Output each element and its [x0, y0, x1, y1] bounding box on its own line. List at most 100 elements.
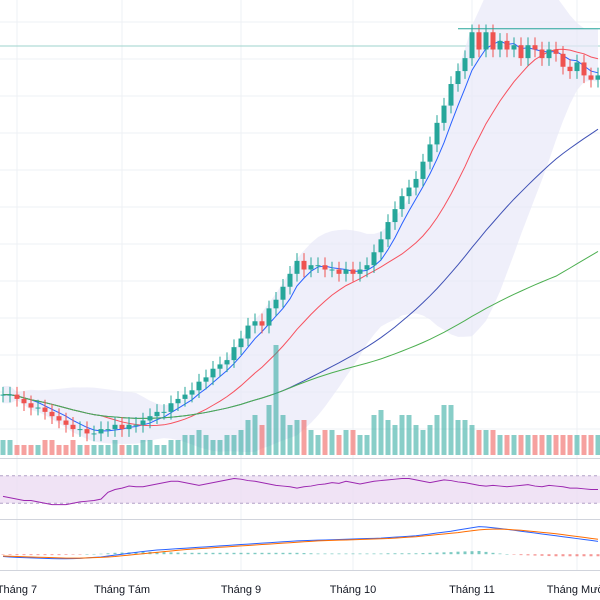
- candle-body: [14, 394, 20, 399]
- candle-body: [147, 416, 153, 421]
- candle-body: [196, 381, 202, 391]
- candle-body: [84, 429, 90, 434]
- volume-bar: [343, 430, 349, 455]
- candle-body: [350, 269, 356, 274]
- macd-histogram-bar: [197, 552, 201, 555]
- macd-histogram-bar: [57, 554, 61, 556]
- volume-bar: [413, 425, 419, 455]
- volume-bar: [448, 405, 454, 455]
- volume-bar: [322, 430, 328, 455]
- macd-histogram-bar: [491, 552, 495, 555]
- volume-bar: [350, 430, 356, 455]
- volume-bar: [182, 435, 188, 455]
- volume-bar: [168, 440, 174, 455]
- volume-bar: [266, 405, 272, 455]
- candle-body: [315, 265, 321, 267]
- candle-body: [546, 49, 552, 59]
- volume-bar: [119, 445, 125, 455]
- candle-body: [560, 53, 566, 67]
- volume-bar: [364, 435, 370, 455]
- volume-bar: [539, 435, 545, 455]
- volume-bar: [224, 435, 230, 455]
- volume-bar: [126, 445, 132, 455]
- candle-body: [392, 209, 398, 223]
- volume-bar: [7, 440, 13, 455]
- macd-histogram-bar: [43, 554, 47, 556]
- macd-histogram-bar: [22, 554, 26, 556]
- candle-body: [385, 222, 391, 240]
- volume-bar: [553, 435, 559, 455]
- candle-body: [49, 411, 55, 417]
- ma-long-line: [3, 251, 599, 419]
- volume-bar: [231, 435, 237, 455]
- x-tick-label: Tháng 7: [0, 584, 37, 596]
- volume-bar: [469, 425, 475, 455]
- volume-bar: [595, 435, 600, 455]
- candle-body: [567, 66, 573, 72]
- volume-bar: [490, 430, 496, 455]
- macd-histogram-bar: [8, 554, 12, 555]
- volume-bar: [308, 430, 314, 455]
- macd-histogram-bar: [113, 552, 117, 555]
- volume-bar: [77, 445, 83, 455]
- candle-body: [28, 403, 34, 408]
- candle-body: [497, 40, 503, 50]
- volume-bar: [567, 435, 573, 455]
- candle-body: [553, 49, 559, 54]
- rsi-band: [0, 475, 600, 504]
- candle-body: [273, 299, 279, 309]
- volume-bar: [406, 415, 412, 455]
- macd-histogram-bar: [50, 554, 54, 556]
- volume-bar: [154, 445, 160, 455]
- macd-histogram-bar: [337, 553, 341, 555]
- macd-histogram-bar: [246, 552, 250, 555]
- macd-histogram-bar: [421, 553, 425, 555]
- candle-body: [336, 269, 342, 274]
- macd-line: [2, 526, 599, 560]
- candle-body: [441, 105, 447, 123]
- volume-bar: [98, 445, 104, 455]
- volume-bar: [245, 420, 251, 455]
- macd-histogram-bar: [295, 552, 299, 555]
- macd-histogram-bar: [225, 552, 229, 555]
- candle-body: [511, 45, 517, 50]
- volume-bar: [287, 425, 293, 455]
- candle-body: [182, 394, 188, 399]
- volume-bar: [392, 425, 398, 455]
- volume-bar: [280, 415, 286, 455]
- candle-body: [105, 429, 111, 431]
- candle-body: [476, 32, 482, 50]
- volume-bar: [329, 430, 335, 455]
- candle-body: [161, 411, 167, 413]
- macd-histogram-bar: [568, 554, 572, 557]
- volume-bar: [336, 435, 342, 455]
- volume-bar: [588, 435, 594, 455]
- macd-histogram-bar: [351, 553, 355, 555]
- candle-body: [175, 398, 181, 404]
- candle-body: [133, 424, 139, 426]
- candle-body: [483, 32, 489, 50]
- volume-bar: [420, 430, 426, 455]
- candle-body: [308, 265, 314, 270]
- volume-bar: [385, 420, 391, 455]
- macd-histogram-bar: [316, 553, 320, 555]
- volume-bar: [378, 410, 384, 455]
- candle-body: [112, 424, 118, 430]
- macd-histogram-bar: [526, 554, 530, 556]
- candle-body: [413, 178, 419, 188]
- macd-histogram-bar: [365, 553, 369, 555]
- macd-histogram-bar: [211, 552, 215, 555]
- macd-histogram-bar: [190, 552, 194, 555]
- macd-histogram-bar: [85, 554, 89, 555]
- macd-histogram-bar: [120, 552, 124, 555]
- bollinger-band: [3, 0, 598, 453]
- volume-bar: [49, 440, 55, 455]
- volume-bar: [56, 445, 62, 455]
- macd-histogram-bar: [407, 553, 411, 555]
- volume-bar: [42, 440, 48, 455]
- candle-body: [525, 45, 531, 59]
- macd-histogram-bar: [344, 553, 348, 555]
- x-tick-label: Tháng Tám: [94, 584, 150, 596]
